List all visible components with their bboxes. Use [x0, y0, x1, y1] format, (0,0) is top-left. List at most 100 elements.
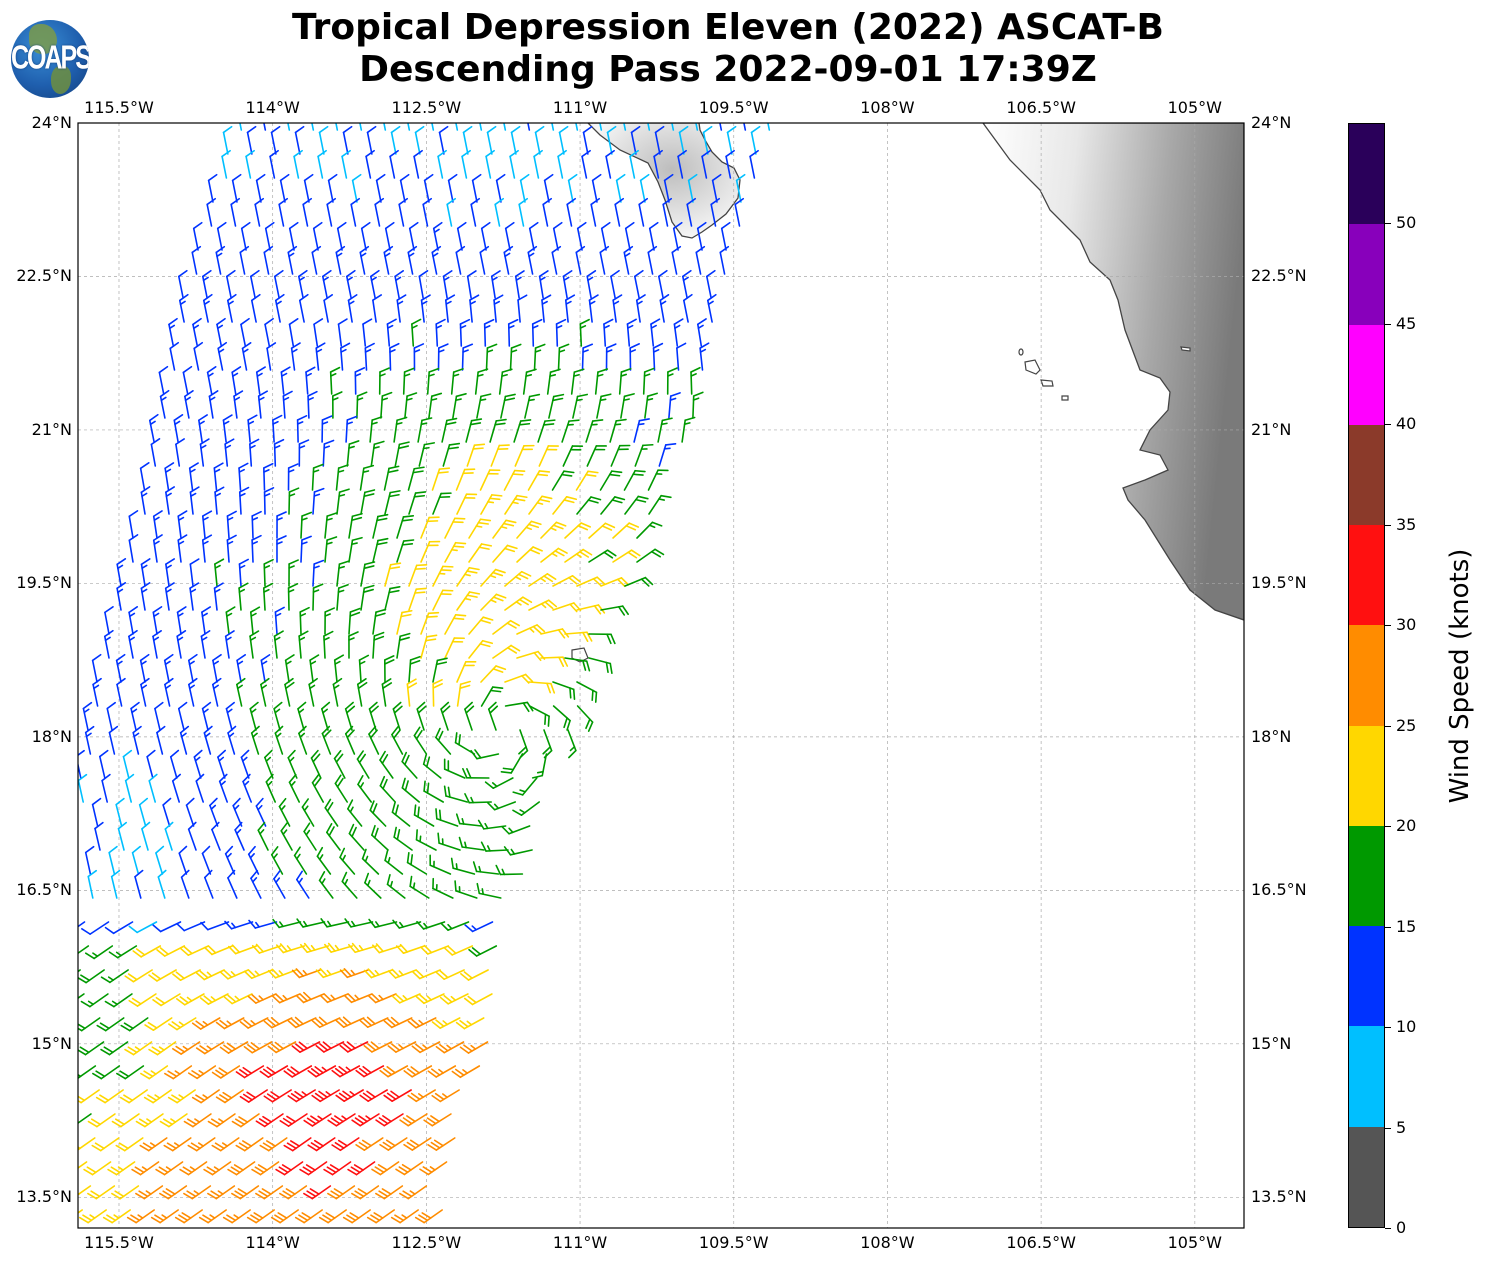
barb-full	[315, 969, 325, 979]
barb-full	[410, 1092, 421, 1101]
barb-full	[173, 414, 184, 422]
wind-barb	[524, 393, 541, 419]
wind-barb	[576, 576, 606, 587]
barb-half	[450, 995, 457, 1002]
wind-barb	[315, 342, 326, 371]
barb-half	[111, 1000, 118, 1006]
wind-barb	[375, 1113, 404, 1127]
wind-barb	[320, 918, 350, 928]
barb-full	[294, 1216, 305, 1224]
barb-full	[663, 173, 674, 182]
barb-full	[632, 473, 644, 476]
wind-barb	[562, 270, 573, 299]
barb-full	[322, 1214, 333, 1222]
barb-full	[87, 1192, 98, 1200]
barb-half	[327, 920, 332, 927]
wind-barb	[570, 368, 585, 395]
barb-full	[82, 701, 93, 710]
barb-full	[217, 341, 228, 350]
wind-barb	[354, 367, 366, 395]
barb-staff	[503, 123, 507, 131]
wind-barb	[706, 293, 717, 323]
barb-full	[363, 1044, 373, 1053]
wind-barb	[270, 1209, 299, 1224]
wind-barb	[407, 123, 411, 131]
barb-full	[104, 926, 115, 935]
barb-full	[238, 486, 250, 493]
barb-full	[444, 294, 456, 301]
barb-half	[313, 565, 320, 569]
barb-full	[390, 1090, 400, 1098]
barb-half	[433, 228, 440, 234]
barb-half	[179, 300, 186, 306]
barb-full	[638, 418, 650, 422]
wind-barb	[242, 773, 252, 803]
barb-full	[588, 294, 599, 301]
wind-barb	[323, 293, 334, 323]
barb-full	[447, 786, 451, 798]
colorbar-tick	[1385, 625, 1391, 627]
wind-barb	[307, 1065, 337, 1078]
barb-full	[164, 677, 174, 686]
wind-barb	[84, 725, 95, 755]
barb-full	[306, 1117, 317, 1125]
barb-full	[423, 944, 433, 954]
barb-full	[118, 1142, 129, 1150]
barb-full	[279, 1120, 290, 1127]
barb-half	[690, 373, 697, 377]
wind-barb	[379, 775, 397, 803]
barb-half	[173, 1142, 181, 1147]
barb-half	[620, 373, 628, 377]
colorbar-tick	[1385, 826, 1391, 828]
barb-half	[273, 445, 281, 449]
barb-staff	[662, 203, 669, 227]
barb-full	[191, 1070, 202, 1077]
barb-full	[135, 1192, 146, 1200]
barb-half	[164, 660, 171, 666]
barb-half	[470, 1044, 477, 1050]
colorbar	[1348, 123, 1385, 1228]
barb-half	[471, 925, 478, 931]
barb-full	[333, 1188, 344, 1195]
barb-full	[91, 653, 102, 662]
wind-barb	[564, 657, 591, 672]
barb-full	[472, 447, 484, 450]
barb-staff	[91, 659, 98, 683]
barb-half	[152, 636, 160, 642]
wind-barb	[519, 173, 530, 203]
barb-staff	[263, 251, 270, 275]
barb-half	[287, 469, 295, 473]
barb-half	[348, 300, 355, 306]
barb-full	[423, 1119, 434, 1127]
wind-barb	[480, 494, 503, 515]
wind-barb	[391, 993, 421, 1004]
barb-staff	[156, 731, 164, 755]
wind-barb	[431, 1017, 461, 1029]
barb-full	[388, 566, 401, 570]
barb-full	[301, 798, 309, 808]
barb-full	[463, 997, 474, 1006]
wind-barb	[183, 1185, 212, 1200]
barb-full	[114, 1190, 125, 1198]
barb-staff	[599, 123, 603, 131]
wind-barb	[624, 576, 654, 587]
barb-half	[364, 855, 369, 863]
wind-barb	[672, 221, 683, 251]
barb-full	[494, 197, 505, 206]
wind-barb	[576, 705, 594, 732]
wind-barb	[531, 753, 548, 779]
wind-barb	[333, 654, 345, 683]
barb-full	[432, 679, 443, 685]
barb-half	[280, 805, 286, 811]
wind-barb	[211, 1065, 241, 1079]
barb-half	[202, 540, 209, 545]
wind-barb	[310, 749, 322, 779]
barb-half	[525, 374, 533, 377]
barb-full	[538, 470, 551, 473]
wind-barb	[455, 123, 459, 131]
barb-staff	[437, 155, 444, 179]
barb-half	[318, 854, 324, 861]
barb-full	[332, 677, 343, 686]
barb-half	[190, 492, 197, 497]
barb-full	[83, 1168, 94, 1176]
